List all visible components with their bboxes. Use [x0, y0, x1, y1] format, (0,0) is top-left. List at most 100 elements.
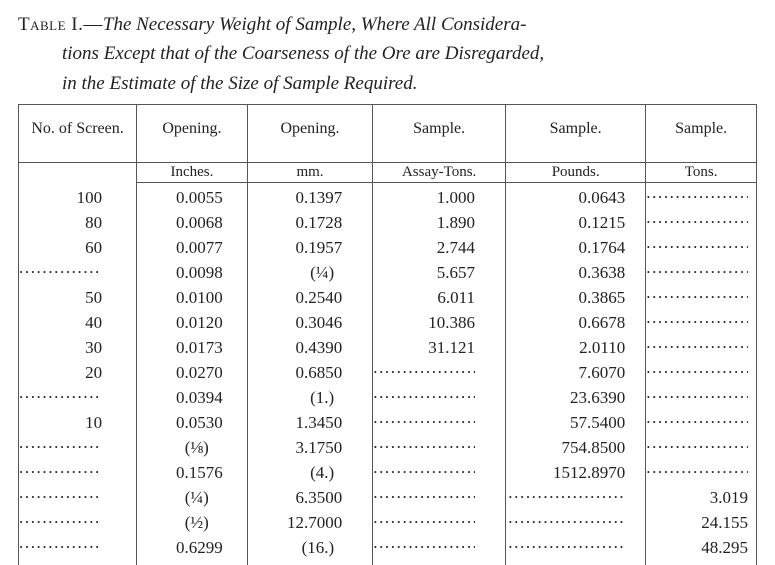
table-cell: 0.0120	[137, 308, 248, 333]
table-cell: 0.6678	[506, 308, 646, 333]
table-cell: ....................	[506, 533, 646, 558]
table-cell: ....................	[506, 508, 646, 533]
table-cell: ....................	[646, 433, 757, 458]
caption-body-1: The Necessary Weight of Sample, Where Al…	[103, 14, 527, 35]
table-cell: ....................	[506, 483, 646, 508]
table-cell: 0.2540	[247, 283, 372, 308]
table-cell: 40	[19, 308, 137, 333]
col-header: Sample.	[373, 105, 506, 163]
table-cell: 0.6299	[137, 533, 248, 558]
table-cell: (4.)	[247, 458, 372, 483]
table-cell: 5.657	[373, 258, 506, 283]
table-cell: 25.4000	[247, 558, 372, 565]
table-cell: 0.4390	[247, 333, 372, 358]
table-cell: 0.1764	[506, 233, 646, 258]
table-cell: ....................	[19, 258, 137, 283]
table-cell: 1.000	[373, 183, 506, 209]
table-cell: 0.0530	[137, 408, 248, 433]
table-cell: (½)	[137, 508, 248, 533]
table-cell: 0.3865	[506, 283, 646, 308]
table-cell: 12.7000	[247, 508, 372, 533]
table-cell: ....................	[19, 458, 137, 483]
table-cell: (16.)	[247, 533, 372, 558]
table-row: .................... (½)12.7000..........…	[19, 508, 757, 533]
table-cell: (¼)	[137, 483, 248, 508]
table-row: 500.01000.25406.0110.3865...............…	[19, 283, 757, 308]
table-cell: (1.)	[137, 558, 248, 565]
table-row: ....................(¼)6.3500...........…	[19, 483, 757, 508]
table-cell: 50	[19, 283, 137, 308]
table-row: 100.05301.3450....................57.540…	[19, 408, 757, 433]
col-header: Sample.	[506, 105, 646, 163]
table-row: ....................0.0098(¼)5.6570.3638…	[19, 258, 757, 283]
table-cell: 2.0110	[506, 333, 646, 358]
table-cell: (¼)	[247, 258, 372, 283]
unit-cell: Tons.	[646, 163, 757, 183]
table-cell: 3.019	[646, 483, 757, 508]
table-row: 400.01200.304610.3860.6678..............…	[19, 308, 757, 333]
table-cell: 31.121	[373, 333, 506, 358]
table-cell: 6.011	[373, 283, 506, 308]
unit-cell	[19, 163, 137, 183]
table-row: 200.02700.6850....................7.6070…	[19, 358, 757, 383]
table-cell: ....................	[373, 433, 506, 458]
unit-cell: Pounds.	[506, 163, 646, 183]
table-cell: ....................	[373, 358, 506, 383]
table-cell: ....................	[373, 533, 506, 558]
table-cell: 754.8500	[506, 433, 646, 458]
table-cell: ....................	[646, 383, 757, 408]
table-cell: ....................	[373, 508, 506, 533]
data-table: No. of Screen. Opening. Opening. Sample.…	[18, 104, 757, 565]
table-cell: (1.)	[247, 383, 372, 408]
table-cell: 20	[19, 358, 137, 383]
col-header: Sample.	[646, 105, 757, 163]
table-row: 800.00680.17281.8900.1215...............…	[19, 208, 757, 233]
table-cell: 30	[19, 333, 137, 358]
table-cell: 0.1397	[247, 183, 372, 209]
table-cell: 0.0098	[137, 258, 248, 283]
caption-body-3: in the Estimate of the Size of Sample Re…	[18, 69, 757, 98]
unit-cell: mm.	[247, 163, 372, 183]
table-cell: ....................	[646, 208, 757, 233]
table-cell: ....................	[646, 258, 757, 283]
table-cell: 60	[19, 233, 137, 258]
table-row: ....................0.1576(4.)..........…	[19, 458, 757, 483]
table-cell: ....................	[373, 558, 506, 565]
table-cell: ....................	[646, 358, 757, 383]
table-cell: ....................	[19, 483, 137, 508]
table-cell: 1512.8970	[506, 458, 646, 483]
table-cell: 1.3450	[247, 408, 372, 433]
table-cell: 24.155	[646, 508, 757, 533]
table-cell: 1.890	[373, 208, 506, 233]
col-header: Opening.	[137, 105, 248, 163]
caption-lead: Table I.—	[18, 14, 103, 35]
table-cell: ....................	[646, 283, 757, 308]
table-cell: 0.0100	[137, 283, 248, 308]
table-cell: 0.1215	[506, 208, 646, 233]
col-header: No. of Screen.	[19, 105, 137, 163]
table-cell: 2.744	[373, 233, 506, 258]
col-header: Opening.	[247, 105, 372, 163]
table-row: 600.00770.19572.7440.1764...............…	[19, 233, 757, 258]
table-cell: ....................	[646, 333, 757, 358]
unit-cell: Assay-Tons.	[373, 163, 506, 183]
table-cell: ....................	[506, 558, 646, 565]
table-cell: 0.0643	[506, 183, 646, 209]
table-cell: 0.0270	[137, 358, 248, 383]
table-cell: 0.0068	[137, 208, 248, 233]
table-row: ....................0.0394(1.)..........…	[19, 383, 757, 408]
caption-body-2: tions Except that of the Coarseness of t…	[18, 39, 757, 68]
table-cell: 0.1957	[247, 233, 372, 258]
table-row: 300.01730.439031.1212.0110..............…	[19, 333, 757, 358]
table-cell: 10.386	[373, 308, 506, 333]
table-cell: 0.1728	[247, 208, 372, 233]
table-caption: Table I.—The Necessary Weight of Sample,…	[18, 10, 757, 98]
table-cell: ....................	[373, 458, 506, 483]
table-cell: 0.0077	[137, 233, 248, 258]
table-cell: 0.0055	[137, 183, 248, 209]
table-row: ....................(⅛)3.1750...........…	[19, 433, 757, 458]
table-cell: 0.6850	[247, 358, 372, 383]
table-cell: ....................	[646, 183, 757, 209]
table-cell: 0.3046	[247, 308, 372, 333]
table-cell: 48.295	[646, 533, 757, 558]
